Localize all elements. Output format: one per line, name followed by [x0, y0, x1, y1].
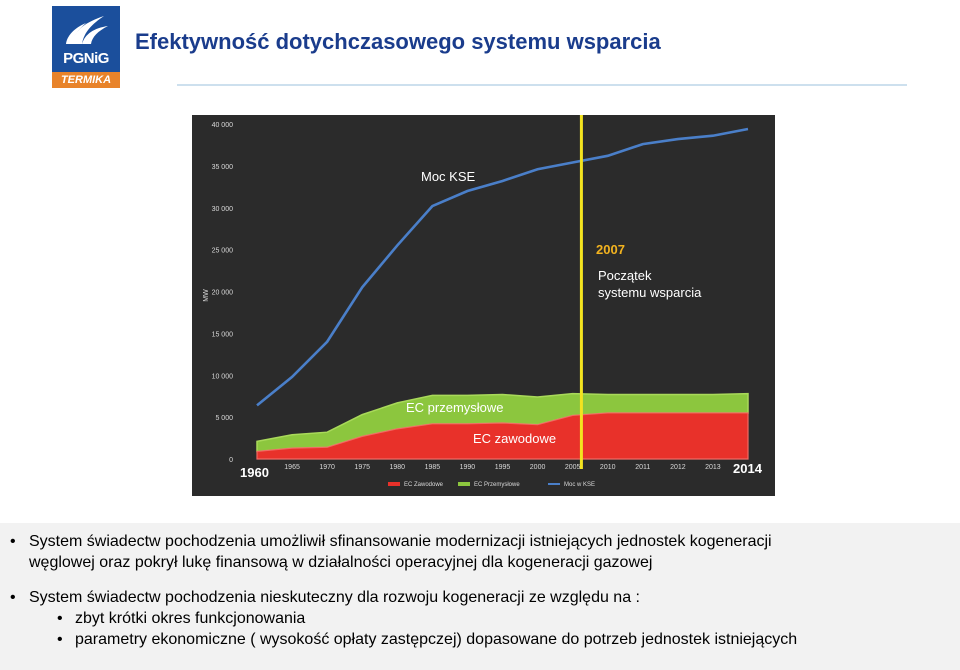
annotation-first-year: 1960: [240, 465, 269, 480]
logo-band: TERMIKA: [52, 72, 120, 88]
legend-label: EC Przemysłowe: [474, 482, 520, 488]
x-tick-label: 1990: [460, 464, 476, 471]
x-tick-label: 1965: [284, 464, 300, 471]
annotation-ec-zawodowe: EC zawodowe: [473, 431, 556, 446]
annotation-year-2007: 2007: [596, 242, 625, 257]
x-tick-label: 1970: [319, 464, 335, 471]
x-tick-label: 2005: [565, 464, 581, 471]
annotation-moc-kse: Moc KSE: [421, 169, 476, 184]
bullet-item: System świadectw pochodzenia nieskuteczn…: [10, 587, 950, 608]
x-tick-label: 2013: [705, 464, 721, 471]
summary-bullets: System świadectw pochodzenia umożliwił s…: [10, 531, 950, 650]
page-title: Efektywność dotychczasowego systemu wspa…: [135, 29, 661, 54]
x-tick-label: 2010: [600, 464, 616, 471]
x-tick-label: 2012: [670, 464, 686, 471]
chart-svg: 0 5 000 10 000 15 000 20 000 25 000 30 000 35 0…: [192, 115, 775, 496]
x-tick-label: 1985: [425, 464, 441, 471]
capacity-chart: 0 5 000 10 000 15 000 20 000 25 000 30 000 35 0…: [192, 115, 775, 496]
legend-label: Moc w KSE: [564, 482, 595, 488]
pgnig-termika-logo: PGNiG TERMIKA: [52, 6, 120, 88]
bullet-text-line: System świadectw pochodzenia umożliwił s…: [29, 533, 772, 550]
x-tick-label: 2000: [530, 464, 546, 471]
y-tick-label: 35 000: [212, 164, 234, 171]
summary-panel: System świadectw pochodzenia umożliwił s…: [0, 523, 960, 670]
y-tick-label: 25 000: [212, 248, 234, 255]
legend-swatch: [458, 482, 470, 486]
y-tick-label: 20 000: [212, 290, 234, 297]
legend-swatch: [388, 482, 400, 486]
bullet-item: System świadectw pochodzenia umożliwił s…: [10, 531, 950, 573]
bullet-text-line: węglowej oraz pokrył lukę finansową w dz…: [29, 554, 653, 571]
series-line-moc-kse: [256, 127, 749, 407]
flame-logo-icon: [66, 16, 108, 44]
y-tick-label: 40 000: [212, 122, 234, 129]
x-tick-label: 1975: [354, 464, 370, 471]
y-tick-label: 0: [229, 457, 233, 464]
annotation-start-line2: systemu wsparcia: [598, 285, 702, 300]
annotation-start-line1: Początek: [598, 268, 652, 283]
logo-wordmark: PGNiG: [63, 50, 109, 67]
y-tick-label: 30 000: [212, 206, 234, 213]
logo-sub-wordmark: TERMIKA: [60, 74, 112, 86]
title-divider: [177, 84, 907, 86]
sub-bullet-item: parametry ekonomiczne ( wysokość opłaty …: [10, 629, 950, 650]
x-tick-label: 2011: [635, 464, 650, 471]
x-tick-label: 1980: [389, 464, 405, 471]
sub-bullet-item: zbyt krótki okres funkcjonowania: [10, 608, 950, 629]
x-tick-label: 1995: [495, 464, 511, 471]
annotation-last-year: 2014: [733, 461, 763, 476]
y-axis-label: MW: [203, 289, 210, 302]
annotation-ec-przemyslowe: EC przemysłowe: [406, 400, 504, 415]
y-tick-label: 10 000: [212, 373, 234, 380]
y-tick-label: 15 000: [212, 331, 234, 338]
bullet-text-line: System świadectw pochodzenia nieskuteczn…: [29, 589, 640, 606]
y-tick-label: 5 000: [215, 415, 233, 422]
legend-label: EC Zawodowe: [404, 482, 444, 488]
series-area-ec-zawodowe: [256, 412, 749, 460]
